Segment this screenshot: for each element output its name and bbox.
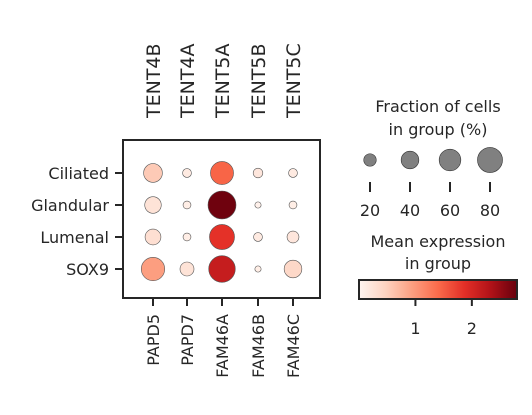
- x-tick-label-bottom: FAM46B: [249, 314, 268, 378]
- dot: [210, 161, 234, 185]
- color-legend-title-line2: in group: [405, 254, 471, 273]
- size-legend: Fraction of cells in group (%) 20 40 60 80: [360, 97, 503, 220]
- main-plot: Ciliated Glandular Lumenal SOX9 PAPD5 PAPD7 FA…: [31, 43, 321, 378]
- dot: [252, 167, 264, 179]
- size-legend-label: 60: [440, 201, 460, 220]
- size-legend-dot: [363, 153, 377, 167]
- dot: [253, 232, 263, 242]
- dot: [286, 230, 300, 244]
- dot: [144, 228, 162, 246]
- size-legend-label: 40: [400, 201, 420, 220]
- color-legend-title-line1: Mean expression: [371, 232, 506, 251]
- colorbar: [358, 279, 518, 300]
- dot: [207, 190, 237, 220]
- dot: [208, 255, 236, 283]
- x-tick-label-bottom: PAPD7: [178, 314, 197, 366]
- x-tick-label-bottom: FAM46C: [284, 314, 303, 378]
- y-tick-label: SOX9: [66, 260, 109, 279]
- colorbar-tick-label: 1: [410, 319, 420, 338]
- dot: [140, 256, 166, 282]
- size-legend-title-line2: in group (%): [389, 120, 488, 139]
- size-legend-title-line1: Fraction of cells: [375, 97, 500, 116]
- x-tick-label-bottom: FAM46A: [213, 314, 232, 378]
- dot: [209, 224, 235, 250]
- size-legend-dot: [477, 147, 503, 173]
- dot: [182, 232, 192, 242]
- dot: [143, 163, 163, 183]
- dot: [254, 201, 262, 209]
- x-tick-label-top: TENT4B: [143, 43, 165, 119]
- dot: [182, 200, 192, 210]
- colorbar-tick-label: 2: [467, 319, 477, 338]
- x-tick-label-top: TENT5C: [283, 43, 305, 119]
- size-legend-label: 20: [360, 201, 380, 220]
- dot: [283, 259, 303, 279]
- y-tick-label: Ciliated: [48, 164, 109, 183]
- dot: [182, 168, 192, 178]
- size-legend-dot: [400, 150, 420, 170]
- dot: [179, 261, 195, 277]
- dot: [254, 265, 262, 273]
- dot: [144, 196, 162, 214]
- color-legend: Mean expression in group 1 2: [358, 232, 518, 338]
- dot: [288, 168, 298, 178]
- size-legend-dot: [438, 148, 462, 172]
- x-tick-label-top: TENT4A: [177, 43, 199, 119]
- size-legend-label: 80: [480, 201, 500, 220]
- y-tick-label: Glandular: [31, 196, 109, 215]
- x-tick-label-top: TENT5A: [212, 43, 234, 119]
- x-tick-label-bottom: PAPD5: [144, 314, 163, 366]
- y-tick-label: Lumenal: [40, 228, 109, 247]
- x-tick-label-top: TENT5B: [248, 43, 270, 119]
- dot: [288, 200, 298, 210]
